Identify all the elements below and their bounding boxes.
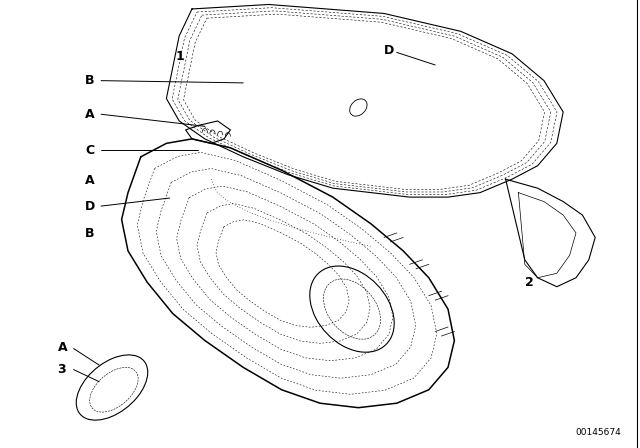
Text: 1: 1 [176,49,185,63]
Text: B: B [85,74,95,87]
Text: D: D [84,199,95,213]
Text: A: A [85,108,95,121]
Text: B: B [85,227,95,241]
Text: 00145674: 00145674 [575,428,621,437]
Text: A: A [85,173,95,187]
Text: 3: 3 [58,363,66,376]
Text: 2: 2 [525,276,534,289]
Text: D: D [384,43,394,57]
Text: A: A [58,340,67,354]
Text: C: C [86,143,95,157]
